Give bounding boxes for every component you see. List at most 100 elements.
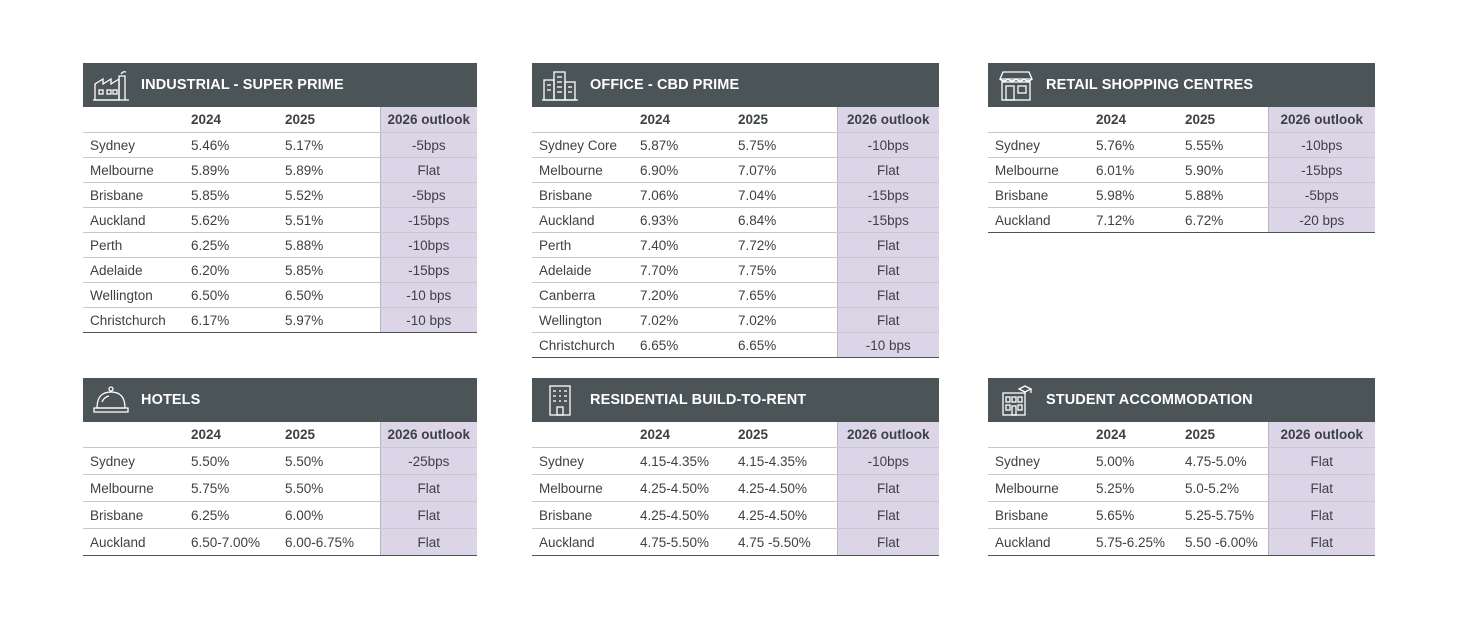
cell-city: Sydney Core [532,132,640,158]
cell-city: Sydney [83,132,191,158]
table-row: Melbourne 5.75% 5.50% Flat [83,474,477,502]
column-header-year: 2025 [285,107,380,133]
yield-table: 2024 2025 2026 outlook Sydney Core 5.87% 5.75… [532,107,939,358]
cell-2025: 4.15-4.35% [738,447,837,475]
cell-2024: 6.50-7.00% [191,528,285,556]
cell-city: Auckland [988,528,1096,556]
cell-2025: 7.75% [738,257,837,283]
cell-city: Wellington [83,282,191,308]
cell-2024: 6.25% [191,232,285,258]
cell-2025: 5.55% [1185,132,1268,158]
cell-2024: 6.20% [191,257,285,283]
cell-city: Melbourne [532,157,640,183]
cell-2024: 5.89% [191,157,285,183]
cell-2024: 5.65% [1096,501,1185,529]
cell-2024: 5.85% [191,182,285,208]
cell-city: Auckland [988,207,1096,233]
cell-outlook: -20 bps [1267,207,1375,233]
cell-2024: 6.25% [191,501,285,529]
cell-city: Brisbane [532,501,640,529]
apartment-tower-icon [540,383,580,417]
cell-outlook: -15bps [1267,157,1375,183]
cell-2025: 7.02% [738,307,837,333]
office-buildings-icon [540,68,580,102]
cell-2024: 4.25-4.50% [640,474,738,502]
cell-city: Wellington [532,307,640,333]
cell-city: Adelaide [83,257,191,283]
cell-city: Sydney [988,132,1096,158]
table-row: Sydney 5.46% 5.17% -5bps [83,132,477,158]
cell-2024: 7.06% [640,182,738,208]
cell-city: Brisbane [83,501,191,529]
panel-title: OFFICE - CBD PRIME [590,77,740,93]
cell-city: Melbourne [83,474,191,502]
panel-title: RESIDENTIAL BUILD-TO-RENT [590,392,807,408]
cell-2025: 6.65% [738,332,837,358]
table-row: Canberra 7.20% 7.65% Flat [532,282,939,308]
cell-city: Christchurch [532,332,640,358]
column-header-outlook: 2026 outlook [379,422,477,448]
cell-2024: 5.62% [191,207,285,233]
cell-2024: 6.93% [640,207,738,233]
factory-icon [91,68,131,102]
column-header-outlook: 2026 outlook [836,422,939,448]
cell-2024: 7.02% [640,307,738,333]
cell-outlook: Flat [1267,447,1375,475]
table-row: Auckland 4.75-5.50% 4.75 -5.50% Flat [532,528,939,556]
yield-table: 2024 2025 2026 outlook Sydney 5.00% 4.75-5.0%… [988,422,1375,556]
cell-city: Christchurch [83,307,191,333]
table-row: Brisbane 4.25-4.50% 4.25-4.50% Flat [532,501,939,529]
table-row: Melbourne 6.01% 5.90% -15bps [988,157,1375,183]
yield-table: 2024 2025 2026 outlook Sydney 4.15-4.35% 4.15… [532,422,939,556]
cell-2024: 7.20% [640,282,738,308]
cell-2024: 5.00% [1096,447,1185,475]
column-header-outlook: 2026 outlook [836,107,939,133]
cell-2025: 5.88% [1185,182,1268,208]
cell-outlook: Flat [836,474,939,502]
cell-2025: 4.75-5.0% [1185,447,1268,475]
column-header-city [988,422,1096,448]
cell-city: Melbourne [988,157,1096,183]
cell-2025: 5.50% [285,447,380,475]
cell-outlook: Flat [836,528,939,556]
cell-2025: 5.88% [285,232,380,258]
cell-2024: 6.90% [640,157,738,183]
cell-outlook: -5bps [379,132,477,158]
table-row: Auckland 6.50-7.00% 6.00-6.75% Flat [83,528,477,556]
table-header-row: 2024 2025 2026 outlook [532,422,939,448]
column-header-year: 2025 [1185,422,1268,448]
cell-2025: 5.90% [1185,157,1268,183]
table-row: Sydney Core 5.87% 5.75% -10bps [532,132,939,158]
cell-2024: 6.65% [640,332,738,358]
table-row: Perth 7.40% 7.72% Flat [532,232,939,258]
cell-2024: 6.01% [1096,157,1185,183]
column-header-outlook: 2026 outlook [1267,107,1375,133]
cell-city: Perth [532,232,640,258]
table-row: Brisbane 5.98% 5.88% -5bps [988,182,1375,208]
cell-2025: 6.50% [285,282,380,308]
panel-header: INDUSTRIAL - SUPER PRIME [83,63,477,107]
cell-city: Brisbane [83,182,191,208]
cell-city: Melbourne [532,474,640,502]
panel-title: RETAIL SHOPPING CENTRES [1046,77,1254,93]
cell-2025: 5.50% [285,474,380,502]
panel-header: OFFICE - CBD PRIME [532,63,939,107]
cell-2024: 4.75-5.50% [640,528,738,556]
panel-header: HOTELS [83,378,477,422]
column-header-city [83,422,191,448]
cell-outlook: -10bps [1267,132,1375,158]
table-row: Sydney 5.00% 4.75-5.0% Flat [988,447,1375,475]
cell-2025: 5.25-5.75% [1185,501,1268,529]
column-header-year: 2024 [191,107,285,133]
table-row: Christchurch 6.17% 5.97% -10 bps [83,307,477,333]
column-header-outlook: 2026 outlook [379,107,477,133]
column-header-year: 2025 [738,422,837,448]
table-header-row: 2024 2025 2026 outlook [83,107,477,133]
cell-2024: 5.50% [191,447,285,475]
cell-2025: 6.84% [738,207,837,233]
column-header-year: 2024 [191,422,285,448]
cell-city: Sydney [532,447,640,475]
cell-2024: 5.25% [1096,474,1185,502]
panel-office: OFFICE - CBD PRIME 2024 2025 2026 outlook Sy… [532,63,939,358]
table-row: Auckland 5.75-6.25% 5.50 -6.00% Flat [988,528,1375,556]
